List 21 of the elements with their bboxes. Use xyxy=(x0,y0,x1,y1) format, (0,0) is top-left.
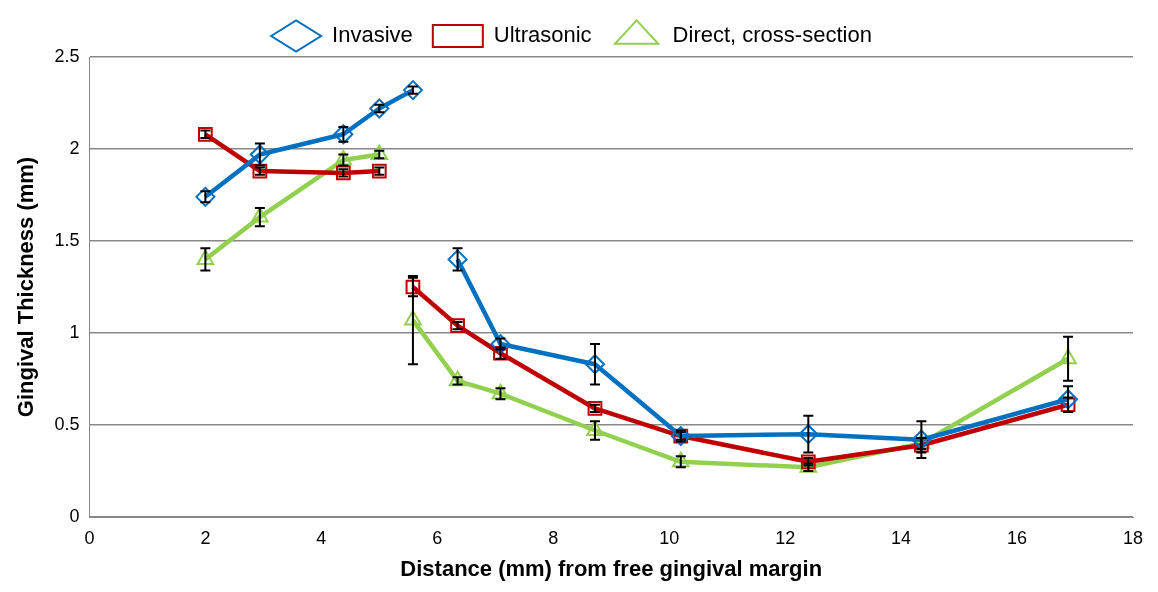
legend-label: Ultrasonic xyxy=(493,22,592,48)
x-tick-label: 2 xyxy=(200,527,211,548)
x-tick-label: 14 xyxy=(891,527,912,548)
legend-label: Invasive xyxy=(332,22,413,48)
y-tick-label: 2.5 xyxy=(54,45,80,66)
y-axis-title: Gingival Thickness (mm) xyxy=(13,156,39,418)
y-tick-label: 1 xyxy=(69,321,80,342)
x-tick-label: 10 xyxy=(659,527,680,548)
x-tick-label: 12 xyxy=(775,527,796,548)
legend-label: Direct, cross-section xyxy=(672,22,872,48)
y-tick-label: 0.5 xyxy=(54,413,80,434)
x-axis-title: Distance (mm) from free gingival margin xyxy=(400,555,823,581)
x-tick-label: 4 xyxy=(316,527,327,548)
y-tick-label: 0 xyxy=(69,505,80,526)
x-tick-label: 16 xyxy=(1007,527,1028,548)
x-tick-label: 6 xyxy=(432,527,443,548)
x-tick-label: 0 xyxy=(84,527,95,548)
x-tick-label: 8 xyxy=(548,527,559,548)
y-tick-label: 1.5 xyxy=(54,229,80,250)
x-tick-label: 18 xyxy=(1122,527,1144,548)
y-tick-label: 2 xyxy=(69,137,80,158)
